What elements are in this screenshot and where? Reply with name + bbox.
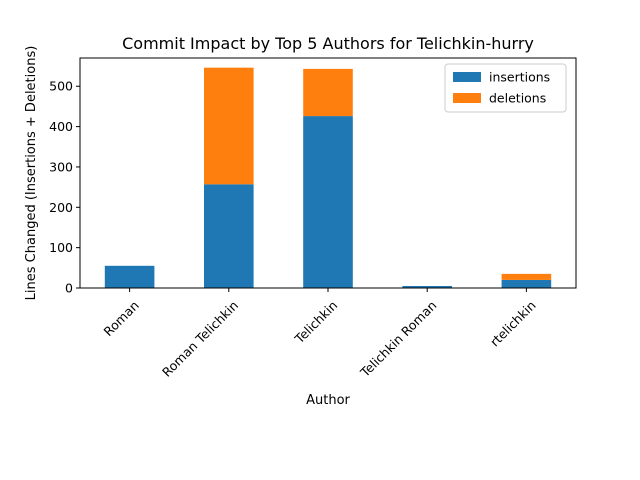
y-tick-label-0: 0 <box>65 281 73 296</box>
legend-swatch-deletions <box>453 93 481 103</box>
bar-deletions-2 <box>303 68 353 117</box>
legend: insertions deletions <box>444 63 567 113</box>
bars-layer <box>104 67 552 289</box>
y-axis-label: Lines Changed (Insertions + Deletions) <box>24 46 39 301</box>
bar-insertions-1 <box>204 184 254 288</box>
y-axis-ticks: 0 100 200 300 400 500 <box>49 79 80 296</box>
y-tick-label-3: 300 <box>49 159 73 174</box>
x-tick-label-0: Roman <box>101 298 142 339</box>
y-tick-label-5: 500 <box>49 79 73 94</box>
x-tick-label-3: Telichkin Roman <box>357 298 440 381</box>
legend-swatch-insertions <box>453 72 481 82</box>
x-axis-ticks: Roman Roman Telichkin Telichkin Telichkin R… <box>101 288 539 380</box>
bar-insertions-0 <box>104 265 155 288</box>
x-axis-label: Author <box>306 393 350 408</box>
y-tick-label-2: 200 <box>49 200 73 215</box>
legend-label-insertions: insertions <box>489 70 550 85</box>
x-tick-label-4: rtelichkin <box>487 298 539 350</box>
plot-frame <box>79 57 577 289</box>
bar-insertions-2 <box>303 116 353 289</box>
bar-deletions-4 <box>501 273 552 280</box>
x-tick-label-1: Roman Telichkin <box>159 298 241 380</box>
y-tick-label-4: 400 <box>49 119 73 134</box>
y-tick-label-1: 100 <box>49 240 73 255</box>
bar-insertions-3 <box>402 285 452 288</box>
legend-label-deletions: deletions <box>489 91 546 106</box>
bar-insertions-4 <box>501 279 552 288</box>
x-tick-label-2: Telichkin <box>291 298 340 347</box>
chart-title: Commit Impact by Top 5 Authors for Telic… <box>122 34 534 53</box>
bar-deletions-1 <box>204 67 254 185</box>
